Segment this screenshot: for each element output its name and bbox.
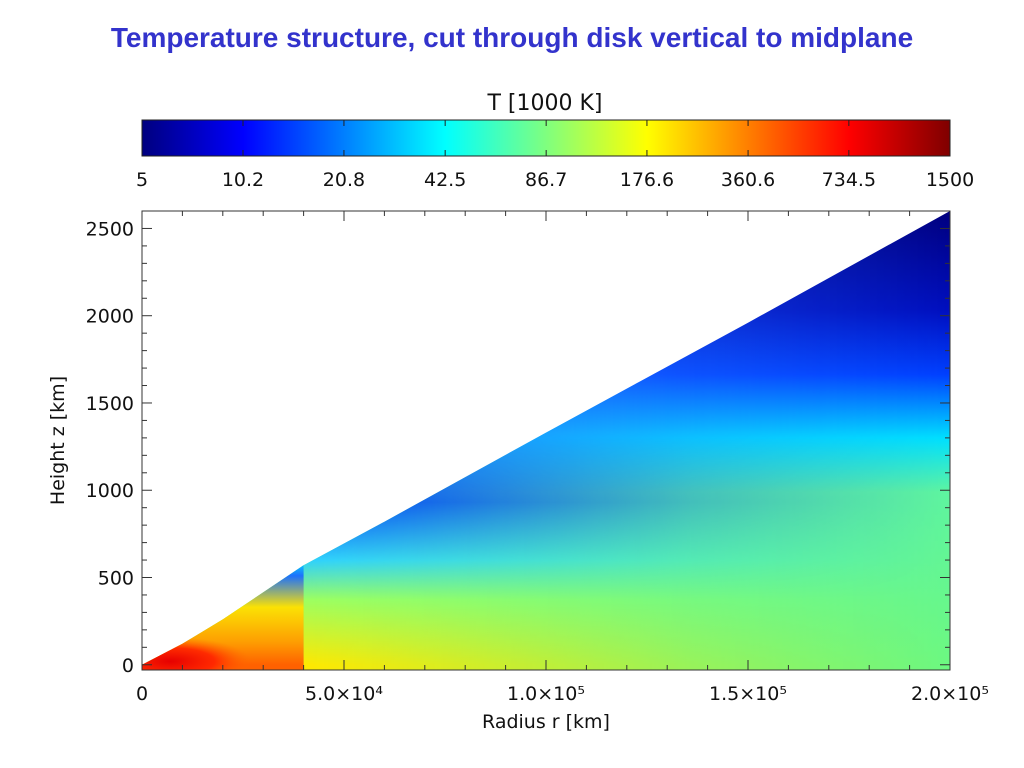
- y-tick-label: 0: [122, 655, 134, 677]
- colorbar-tick-label: 5: [136, 169, 148, 191]
- colorbar-tick-label: 734.5: [822, 169, 876, 191]
- colorbar-tick-label: 42.5: [424, 169, 466, 191]
- y-tick-label: 1500: [86, 393, 134, 415]
- x-tick-label: 2.0×10⁵: [911, 683, 989, 705]
- plot-area: 0 5.0×10⁴ 1.0×10⁵ 1.5×10⁵ 2.0×10⁵ 0 500 1000 15…: [47, 210, 989, 733]
- x-axis: 0 5.0×10⁴ 1.0×10⁵ 1.5×10⁵ 2.0×10⁵: [136, 211, 989, 705]
- x-axis-label: Radius r [km]: [482, 711, 610, 733]
- colorbar-tick-label: 360.6: [721, 169, 775, 191]
- slide-title: Temperature structure, cut through disk …: [110, 22, 914, 53]
- y-tick-label: 2000: [86, 306, 134, 328]
- y-axis-label: Height z [km]: [47, 376, 69, 505]
- y-axis: 0 500 1000 1500 2000 2500: [86, 218, 950, 677]
- x-tick-label: 1.0×10⁵: [507, 683, 585, 705]
- colorbar-tick-label: 10.2: [222, 169, 264, 191]
- colorbar-tick-label: 20.8: [323, 169, 365, 191]
- colorbar: T [1000 K] 5 10.2 20.8 42.5 86.7 176.6 360.6 73…: [136, 91, 974, 191]
- x-tick-label: 1.5×10⁵: [709, 683, 787, 705]
- colorbar-label: T [1000 K]: [486, 91, 602, 116]
- colorbar-tick-label: 86.7: [525, 169, 567, 191]
- y-tick-label: 500: [98, 568, 134, 590]
- x-tick-label: 0: [136, 683, 148, 705]
- hot-inner-region: [142, 636, 252, 671]
- colorbar-tick-label: 1500: [926, 169, 974, 191]
- colorbar-tick-label: 176.6: [620, 169, 674, 191]
- x-tick-label: 5.0×10⁴: [305, 683, 383, 705]
- temperature-heatmap: [142, 211, 950, 671]
- y-tick-label: 1000: [86, 480, 134, 502]
- y-tick-label: 2500: [86, 218, 134, 240]
